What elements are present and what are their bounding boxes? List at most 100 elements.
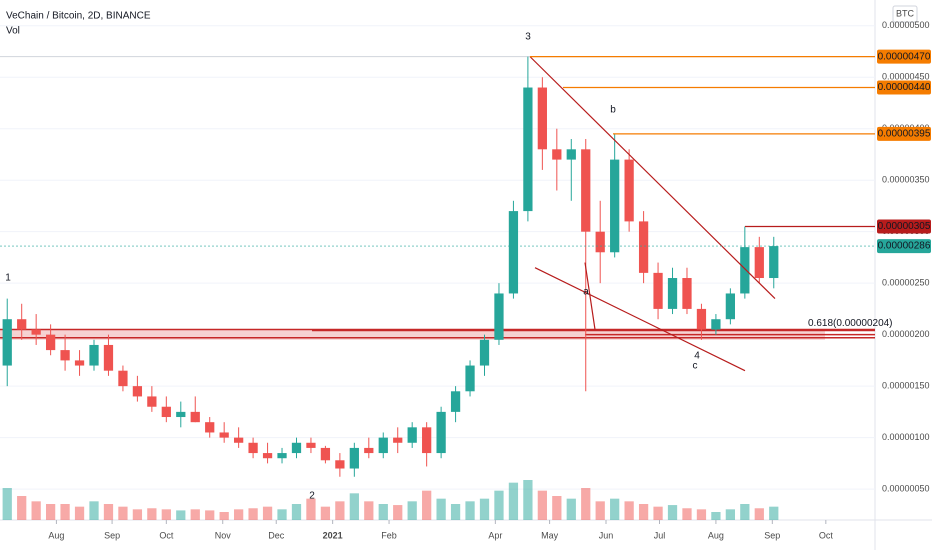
volume-bar bbox=[696, 509, 707, 520]
candle-body bbox=[450, 391, 461, 412]
volume-bar bbox=[291, 504, 302, 520]
candle-body bbox=[74, 360, 85, 366]
y-tick-label: 0.00000450 bbox=[882, 72, 930, 82]
price-tag-label: 0.00000440 bbox=[878, 82, 931, 93]
y-tick-label: 0.00000200 bbox=[882, 329, 930, 339]
y-tick-label: 0.00000150 bbox=[882, 381, 930, 391]
candle-body bbox=[653, 272, 663, 309]
volume-bar bbox=[103, 504, 114, 520]
candle-body bbox=[335, 460, 345, 469]
x-tick-label: Sep bbox=[104, 530, 120, 540]
candle-body bbox=[176, 411, 186, 418]
candle-body bbox=[740, 247, 750, 294]
volume-bar bbox=[74, 506, 85, 520]
volume-bar bbox=[349, 493, 359, 520]
candle-body bbox=[725, 293, 735, 320]
price-tag-label: 0.00000286 bbox=[878, 241, 931, 252]
x-tick-label: Aug bbox=[708, 530, 724, 540]
candle-body bbox=[624, 159, 634, 222]
volume-bar bbox=[205, 510, 215, 520]
candle-body bbox=[479, 339, 490, 366]
x-tick-label: Aug bbox=[48, 530, 64, 540]
wave-label: 1 bbox=[5, 273, 11, 284]
y-tick-label: 0.00000350 bbox=[882, 175, 930, 185]
price-tag bbox=[877, 49, 931, 64]
volume-bar bbox=[494, 490, 504, 520]
volume-bar bbox=[436, 498, 446, 520]
candle-body bbox=[103, 344, 114, 371]
candle-body bbox=[769, 246, 779, 279]
volume-bar bbox=[566, 498, 576, 520]
x-tick-label: Jun bbox=[599, 530, 614, 540]
candle-body bbox=[89, 344, 99, 366]
volume-bar bbox=[552, 496, 562, 520]
x-tick-label: Oct bbox=[159, 530, 174, 540]
price-tag bbox=[877, 80, 931, 95]
x-tick-label: Dec bbox=[268, 530, 285, 540]
candle-body bbox=[711, 319, 721, 330]
price-tag bbox=[877, 219, 931, 234]
price-tag-label: 0.00000305 bbox=[878, 221, 931, 232]
candle-body bbox=[754, 247, 764, 279]
volume-bar bbox=[595, 501, 605, 520]
volume-bar bbox=[2, 488, 12, 520]
y-tick-label: 0.00000100 bbox=[882, 432, 930, 442]
volume-bar bbox=[118, 506, 128, 520]
candle-body bbox=[465, 365, 475, 392]
candle-body bbox=[205, 422, 215, 433]
x-tick-label: Jul bbox=[654, 530, 666, 540]
candle-body bbox=[682, 278, 692, 309]
fib-label: 0.618(0.00000204) bbox=[808, 318, 893, 329]
trendline bbox=[584, 262, 596, 330]
volume-bar bbox=[740, 504, 750, 520]
volume-bar bbox=[422, 490, 432, 520]
volume-bar bbox=[378, 504, 388, 520]
volume-bar bbox=[711, 512, 721, 520]
volume-bar bbox=[638, 504, 649, 520]
volume-bar bbox=[523, 480, 533, 520]
volume-bar bbox=[306, 498, 316, 520]
candle-body bbox=[523, 87, 533, 212]
volume-bar bbox=[335, 501, 345, 520]
candle-body bbox=[219, 432, 229, 438]
y-tick-label: 0.00000500 bbox=[882, 20, 930, 30]
volume-bar bbox=[31, 501, 41, 520]
candle-body bbox=[552, 149, 562, 160]
chart-subtitle: Vol bbox=[6, 26, 20, 37]
wave-label: 3 bbox=[525, 32, 531, 43]
candle-body bbox=[508, 211, 519, 294]
candle-body bbox=[422, 427, 432, 454]
candle-body bbox=[349, 447, 359, 469]
volume-bar bbox=[682, 508, 692, 520]
volume-bar bbox=[537, 490, 547, 520]
price-tag-label: 0.00000395 bbox=[878, 129, 931, 140]
candle-body bbox=[291, 442, 302, 454]
support-zone bbox=[0, 329, 825, 340]
volume-bar bbox=[754, 508, 764, 520]
y-tick-label: 0.00000050 bbox=[882, 483, 930, 493]
candle-body bbox=[494, 293, 504, 340]
candle-body bbox=[234, 437, 244, 443]
candle-body bbox=[190, 411, 200, 423]
volume-bar bbox=[769, 506, 779, 520]
candle-body bbox=[17, 319, 27, 330]
volume-bar bbox=[653, 506, 663, 520]
candle-body bbox=[610, 159, 620, 253]
volume-bar bbox=[262, 506, 273, 520]
trendline bbox=[529, 56, 776, 300]
volume-bar bbox=[147, 508, 157, 520]
x-tick-label: 2021 bbox=[323, 530, 343, 540]
x-tick-label: Apr bbox=[488, 530, 502, 540]
y-tick-label: 0.00000250 bbox=[882, 278, 930, 288]
wave-label: c bbox=[693, 361, 698, 372]
candle-body bbox=[31, 329, 41, 335]
volume-bar bbox=[393, 505, 403, 520]
volume-bar bbox=[60, 504, 70, 520]
candle-body bbox=[45, 334, 56, 351]
candle-body bbox=[696, 308, 707, 330]
candle-body bbox=[161, 406, 171, 418]
volume-bar bbox=[508, 482, 519, 520]
candle-body bbox=[118, 370, 128, 387]
